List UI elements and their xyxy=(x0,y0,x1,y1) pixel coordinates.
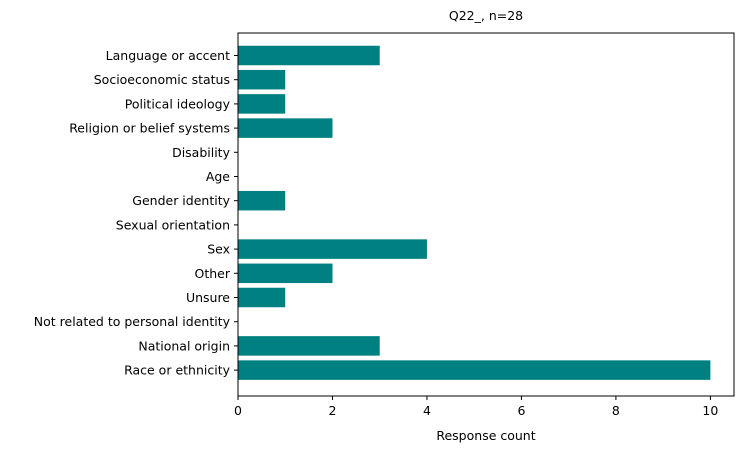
x-axis-label: Response count xyxy=(436,428,535,443)
plot-frame xyxy=(237,32,735,397)
y-tick-label: Language or accent xyxy=(106,48,230,63)
x-tick-label: 2 xyxy=(328,403,336,418)
x-tick-label: 10 xyxy=(702,403,718,418)
chart-title: Q22_, n=28 xyxy=(449,8,523,23)
y-tick-label: Disability xyxy=(172,145,231,160)
bar xyxy=(238,190,286,211)
bars-group xyxy=(238,45,711,380)
y-axis: Language or accent Socioeconomic status Po… xyxy=(34,48,238,378)
y-tick-label: Sexual orientation xyxy=(116,217,230,232)
x-tick-label: 0 xyxy=(234,403,242,418)
y-tick-label: Not related to personal identity xyxy=(34,314,231,329)
y-tick-label: Political ideology xyxy=(125,96,231,111)
y-tick-label: Sex xyxy=(207,242,230,257)
bar xyxy=(238,118,333,138)
bar xyxy=(238,287,286,308)
y-tick-label: Race or ethnicity xyxy=(124,363,231,378)
y-tick-label: Socioeconomic status xyxy=(94,72,230,87)
x-tick-label: 4 xyxy=(423,403,431,418)
x-axis: 0 2 4 6 8 10 xyxy=(234,396,718,418)
x-tick-label: 8 xyxy=(612,403,620,418)
bar xyxy=(238,45,380,66)
y-tick-label: Religion or belief systems xyxy=(69,121,230,136)
y-tick-label: Other xyxy=(195,266,231,281)
y-tick-label: Unsure xyxy=(186,290,230,305)
bar xyxy=(238,69,286,90)
x-tick-label: 6 xyxy=(517,403,525,418)
bar xyxy=(238,360,711,380)
y-tick-label: National origin xyxy=(138,338,230,353)
bar xyxy=(238,263,333,284)
y-tick-label: Gender identity xyxy=(132,193,230,208)
bar xyxy=(238,336,380,356)
bar xyxy=(238,94,286,114)
y-tick-label: Age xyxy=(206,169,230,184)
bar xyxy=(238,239,427,259)
